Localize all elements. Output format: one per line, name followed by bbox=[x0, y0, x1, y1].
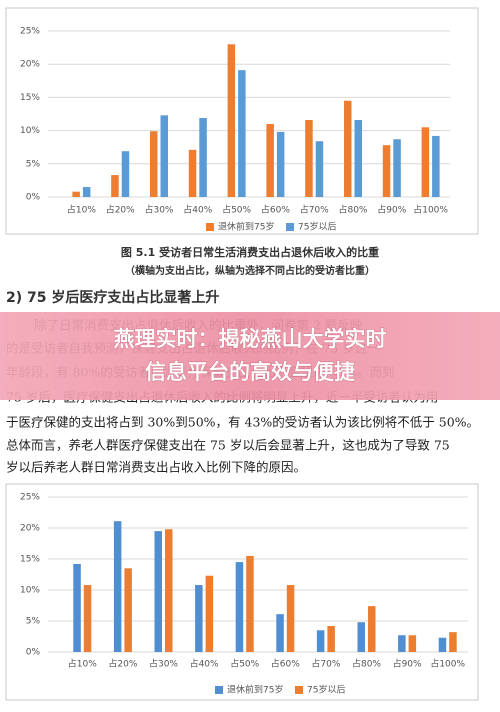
bar bbox=[344, 100, 352, 197]
chart-frame bbox=[5, 483, 479, 701]
x-tick-label: 占20% bbox=[106, 204, 135, 216]
bar bbox=[150, 131, 158, 197]
bar bbox=[165, 529, 173, 652]
x-tick-label: 占80% bbox=[352, 658, 381, 670]
y-tick-label: 5% bbox=[26, 617, 41, 627]
paragraph-line: 总体而言，养老人群医疗保健支出在 75 岁以后会显著上升，这也成为了导致 75 bbox=[6, 438, 450, 453]
bar bbox=[276, 131, 285, 197]
bar bbox=[72, 191, 80, 197]
legend-swatch bbox=[215, 686, 223, 694]
paragraph-line: 于医疗保健的支出将占到 30%到50%，有 43%的受访者认为该比例将不低于 5… bbox=[6, 415, 479, 430]
legend-swatch bbox=[206, 223, 214, 231]
bar bbox=[357, 622, 365, 652]
x-tick-label: 占100% bbox=[430, 658, 465, 670]
bar bbox=[121, 151, 130, 197]
bar bbox=[199, 117, 207, 197]
y-tick-label: 5% bbox=[26, 159, 41, 169]
banner-text: 信息平台的高效与便捷 bbox=[145, 360, 355, 384]
chart-subtitle: （横轴为支出占比，纵轴为选择不同占比的受访者比重） bbox=[125, 264, 375, 277]
bar bbox=[276, 614, 284, 652]
y-tick-label: 15% bbox=[20, 555, 40, 565]
y-tick-label: 0% bbox=[26, 648, 41, 658]
bar bbox=[82, 187, 91, 197]
y-tick-label: 25% bbox=[20, 493, 40, 503]
legend-swatch bbox=[295, 686, 303, 694]
banner bbox=[0, 312, 500, 400]
bar bbox=[113, 521, 122, 652]
bar bbox=[368, 606, 376, 652]
section-heading: 2) 75 岁后医疗支出占比显著上升 bbox=[6, 289, 219, 306]
x-tick-label: 占90% bbox=[377, 204, 406, 216]
bar bbox=[188, 149, 197, 197]
bar bbox=[266, 123, 274, 197]
bar bbox=[305, 119, 313, 197]
legend-label: 退休前到75岁 bbox=[227, 684, 283, 696]
x-tick-label: 占30% bbox=[149, 658, 178, 670]
bar bbox=[421, 127, 430, 197]
x-tick-label: 占10% bbox=[67, 204, 96, 216]
bar bbox=[449, 632, 457, 652]
y-tick-label: 20% bbox=[20, 60, 40, 70]
bar bbox=[382, 145, 391, 197]
bar bbox=[154, 531, 162, 652]
bar bbox=[235, 562, 244, 652]
legend-label: 75岁以后 bbox=[307, 684, 345, 696]
legend-label: 退休前到75岁 bbox=[218, 221, 274, 233]
x-tick-label: 占10% bbox=[68, 658, 97, 670]
legend-swatch bbox=[286, 223, 294, 231]
x-tick-label: 占60% bbox=[261, 204, 290, 216]
bar bbox=[408, 635, 417, 652]
x-tick-label: 占90% bbox=[393, 658, 422, 670]
chart-title: 图 5.1 受访者日常生活消费支出占退休后收入的比重 bbox=[121, 245, 379, 259]
bar bbox=[327, 625, 335, 652]
x-tick-label: 占70% bbox=[300, 204, 329, 216]
paragraph-line: 岁以后养老人群日常消费支出占收入比例下降的原因。 bbox=[6, 460, 306, 475]
bar bbox=[316, 630, 325, 652]
banner-text: 燕理实时：揭秘燕山大学实时 bbox=[114, 327, 387, 351]
x-tick-label: 占30% bbox=[144, 204, 173, 216]
bar bbox=[246, 555, 254, 652]
y-tick-label: 15% bbox=[20, 93, 40, 103]
x-tick-label: 占40% bbox=[190, 658, 219, 670]
x-tick-label: 占60% bbox=[271, 658, 300, 670]
bar bbox=[124, 568, 132, 652]
bar bbox=[286, 585, 295, 652]
x-tick-label: 占80% bbox=[338, 204, 367, 216]
bar bbox=[354, 119, 362, 197]
bar bbox=[73, 563, 81, 652]
x-tick-label: 占100% bbox=[413, 204, 448, 216]
x-tick-label: 占20% bbox=[108, 658, 137, 670]
x-tick-label: 占50% bbox=[230, 658, 259, 670]
bar bbox=[398, 635, 406, 652]
x-tick-label: 占50% bbox=[222, 204, 251, 216]
bar bbox=[227, 44, 236, 197]
legend-label: 75岁以后 bbox=[298, 221, 336, 233]
y-tick-label: 20% bbox=[20, 524, 40, 534]
bar bbox=[393, 139, 401, 197]
bar bbox=[195, 585, 203, 652]
bar bbox=[315, 141, 324, 197]
bar bbox=[160, 115, 168, 197]
bar bbox=[438, 637, 447, 652]
bar bbox=[432, 135, 440, 197]
bar bbox=[238, 70, 246, 197]
y-tick-label: 0% bbox=[26, 193, 41, 203]
y-tick-label: 10% bbox=[20, 126, 40, 136]
chart-frame bbox=[5, 7, 479, 235]
bar bbox=[205, 575, 214, 652]
bar bbox=[83, 585, 92, 652]
x-tick-label: 占40% bbox=[183, 204, 212, 216]
y-tick-label: 25% bbox=[20, 27, 40, 37]
x-tick-label: 占70% bbox=[311, 658, 340, 670]
bar bbox=[111, 175, 119, 197]
y-tick-label: 10% bbox=[20, 586, 40, 596]
